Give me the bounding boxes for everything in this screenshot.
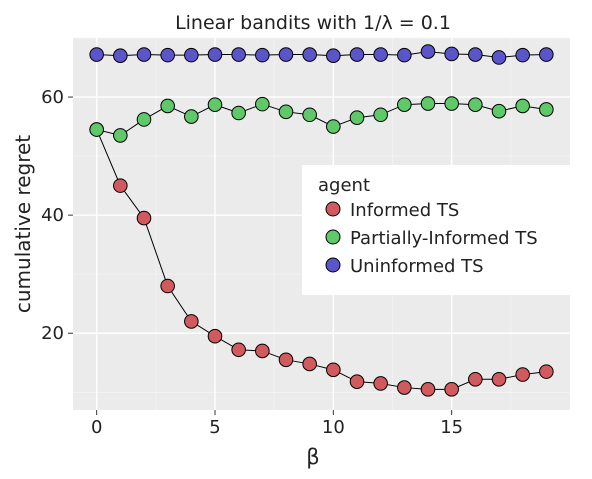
data-point-uninformed-ts <box>420 44 436 59</box>
data-point-uninformed-ts <box>397 47 412 63</box>
data-point-uninformed-ts <box>207 47 223 62</box>
data-point-informed-ts <box>373 376 388 391</box>
data-point-partially-informed-ts <box>515 98 530 114</box>
legend-items: Informed TS Partially-Informed TS Uninform… <box>325 200 538 277</box>
series-uninformed-ts <box>89 44 554 65</box>
data-point-uninformed-ts <box>444 46 459 62</box>
data-point-informed-ts <box>113 178 128 193</box>
data-point-informed-ts <box>255 343 270 359</box>
legend-box <box>302 165 570 295</box>
x-axis-label: β <box>306 445 319 469</box>
legend-item-partially-informed-ts: Partially-Informed TS <box>325 228 538 249</box>
x-tick-label: 5 <box>209 417 220 438</box>
data-point-informed-ts <box>160 278 175 294</box>
data-point-uninformed-ts <box>468 47 483 62</box>
legend-item-uninformed-ts: Uninformed TS <box>325 256 484 277</box>
data-point-partially-informed-ts <box>349 110 365 126</box>
legend: agent Informed TS Partially-Informed TS Un… <box>302 165 570 295</box>
data-point-uninformed-ts <box>160 47 175 63</box>
legend-marker <box>325 257 341 273</box>
data-point-uninformed-ts <box>326 48 341 64</box>
series-informed-ts <box>89 122 554 397</box>
data-point-informed-ts <box>539 364 554 379</box>
data-point-uninformed-ts <box>255 47 270 63</box>
legend-marker <box>325 201 341 217</box>
data-point-uninformed-ts <box>231 47 246 62</box>
data-point-partially-informed-ts <box>468 97 483 113</box>
series-partially-informed-ts <box>89 96 554 143</box>
x-tick-label: 15 <box>440 417 463 438</box>
data-point-informed-ts <box>207 328 223 344</box>
data-point-informed-ts <box>468 371 483 387</box>
data-point-uninformed-ts <box>113 48 128 64</box>
data-point-partially-informed-ts <box>136 112 152 127</box>
axis-layer: 0 5 10 15 20 40 60 <box>41 87 463 438</box>
data-point-partially-informed-ts <box>302 107 317 123</box>
y-tick-label: 40 <box>41 205 64 226</box>
data-point-partially-informed-ts <box>113 128 128 143</box>
data-point-uninformed-ts <box>491 50 507 65</box>
y-tick-label: 60 <box>41 87 64 108</box>
data-point-partially-informed-ts <box>326 119 341 134</box>
data-point-informed-ts <box>231 342 246 358</box>
data-point-uninformed-ts <box>89 47 104 62</box>
data-point-partially-informed-ts <box>373 107 388 123</box>
data-point-partially-informed-ts <box>160 98 175 114</box>
data-point-informed-ts <box>349 374 365 389</box>
legend-marker <box>325 229 341 245</box>
legend-label: Informed TS <box>350 200 459 221</box>
data-point-uninformed-ts <box>302 47 317 62</box>
data-point-partially-informed-ts <box>89 122 104 137</box>
data-point-informed-ts <box>184 314 199 329</box>
data-point-informed-ts <box>491 371 507 387</box>
data-point-partially-informed-ts <box>231 105 246 121</box>
x-tick-label: 0 <box>91 417 102 438</box>
chart-title: Linear bandits with 1/λ = 0.1 <box>175 12 451 34</box>
legend-label: Partially-Informed TS <box>350 228 538 249</box>
legend-title: agent <box>318 175 370 196</box>
data-point-informed-ts <box>444 382 459 397</box>
x-tick-label: 10 <box>322 417 345 438</box>
data-point-uninformed-ts <box>515 47 530 63</box>
data-point-informed-ts <box>420 382 436 397</box>
data-point-partially-informed-ts <box>539 102 554 117</box>
series-layer <box>89 44 554 397</box>
data-point-informed-ts <box>515 367 530 382</box>
legend-item-informed-ts: Informed TS <box>325 200 459 221</box>
legend-label: Uninformed TS <box>350 256 484 277</box>
data-point-partially-informed-ts <box>444 96 459 111</box>
data-point-informed-ts <box>326 362 341 378</box>
data-point-informed-ts <box>278 352 294 368</box>
data-point-uninformed-ts <box>349 47 365 62</box>
data-point-partially-informed-ts <box>255 96 270 112</box>
data-point-partially-informed-ts <box>184 109 199 124</box>
data-point-partially-informed-ts <box>397 97 412 113</box>
data-point-uninformed-ts <box>539 47 554 62</box>
data-point-uninformed-ts <box>373 47 388 62</box>
data-point-informed-ts <box>397 380 412 395</box>
y-axis-label: cumulative regret <box>11 135 35 313</box>
data-point-partially-informed-ts <box>278 104 294 120</box>
data-point-uninformed-ts <box>184 47 199 63</box>
data-point-partially-informed-ts <box>491 103 507 119</box>
data-point-uninformed-ts <box>136 47 152 62</box>
data-point-informed-ts <box>136 210 152 226</box>
data-point-partially-informed-ts <box>420 96 436 111</box>
data-point-partially-informed-ts <box>207 97 223 113</box>
data-point-uninformed-ts <box>278 47 294 62</box>
data-point-informed-ts <box>302 356 317 372</box>
y-tick-label: 20 <box>41 323 64 344</box>
